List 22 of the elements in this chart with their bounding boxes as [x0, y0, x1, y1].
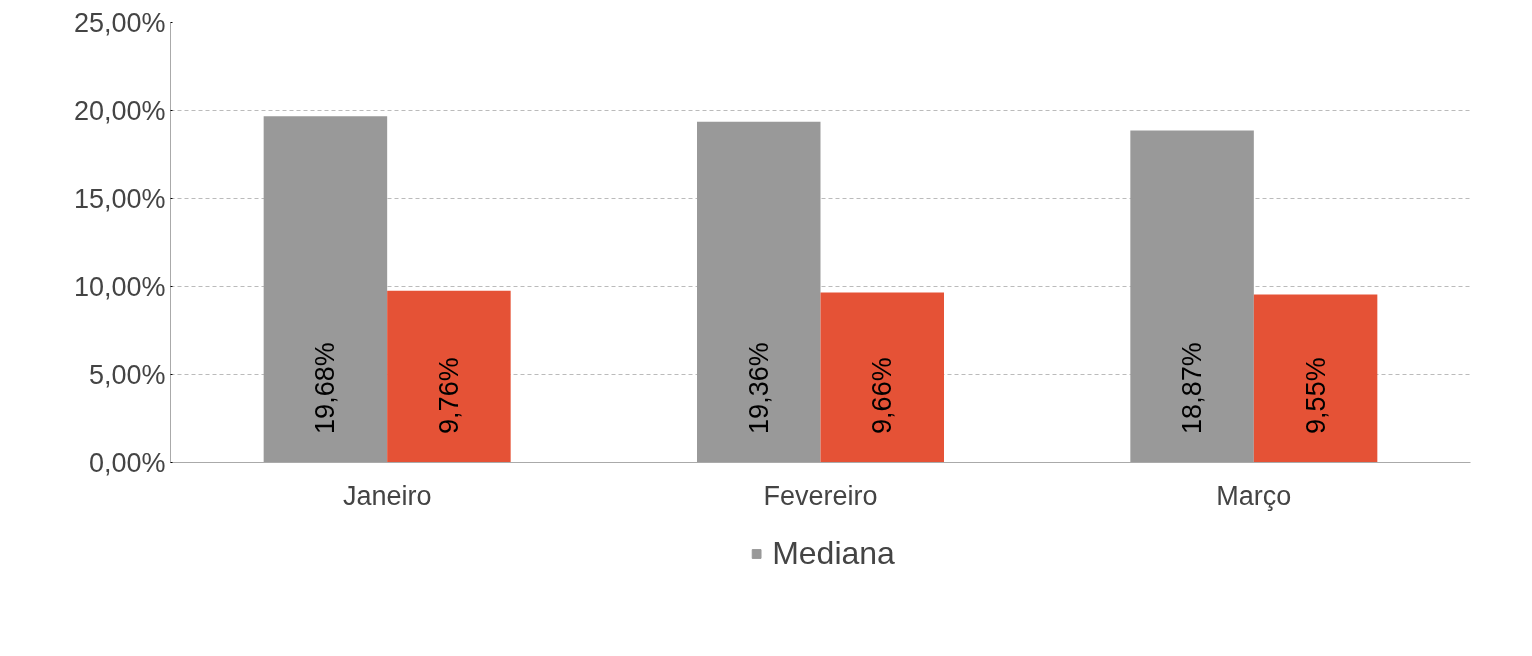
data-label: 19,36% — [743, 342, 774, 434]
bar — [1130, 130, 1254, 463]
y-tick-label: 20,00% — [73, 95, 166, 126]
x-tick-label: Janeiro — [342, 480, 432, 511]
data-label: 9,55% — [1300, 357, 1331, 434]
bar — [820, 292, 944, 463]
bar — [1253, 294, 1378, 463]
bar — [387, 290, 511, 463]
data-label: 18,87% — [1177, 342, 1208, 434]
y-tick-label: 10,00% — [73, 271, 166, 302]
x-tick-label: Fevereiro — [763, 480, 878, 511]
legend-label: Mediana — [772, 534, 895, 572]
y-tick-label: 15,00% — [73, 183, 166, 214]
y-tick-label: 25,00% — [73, 7, 166, 38]
bar — [263, 116, 388, 463]
data-label: 19,68% — [310, 342, 341, 434]
x-tick-label: Março — [1216, 480, 1292, 511]
data-label: 9,76% — [433, 357, 464, 434]
y-tick-label: 0,00% — [88, 447, 166, 478]
data-label: 9,66% — [867, 357, 898, 434]
bar — [697, 121, 821, 463]
y-tick-label: 5,00% — [88, 359, 166, 390]
